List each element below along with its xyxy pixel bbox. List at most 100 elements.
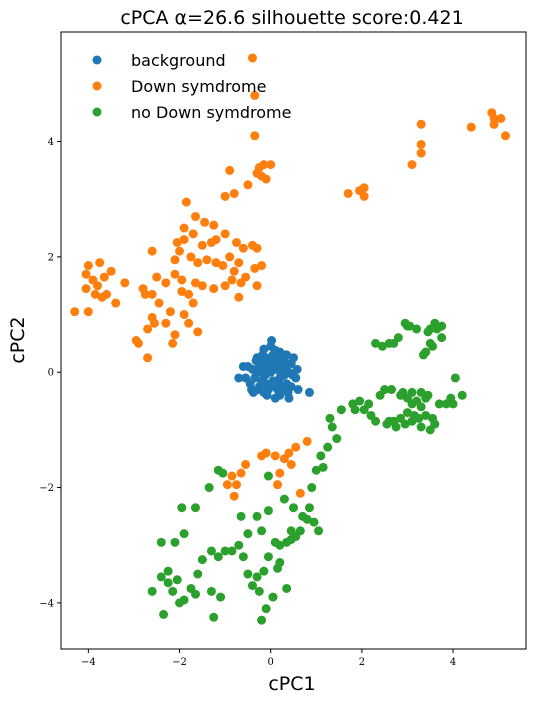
x-tick-label: 4 [450, 657, 456, 668]
x-tick-label: −2 [172, 657, 187, 668]
scatter-point [243, 180, 253, 190]
scatter-point [268, 360, 278, 370]
scatter-point [261, 604, 271, 614]
scatter-point [298, 511, 308, 521]
scatter-point [238, 243, 248, 253]
x-axis-label: cPC1 [268, 673, 315, 695]
scatter-point [304, 503, 314, 513]
scatter-point [414, 413, 424, 423]
scatter-point [259, 387, 269, 397]
scatter-point [250, 263, 260, 273]
scatter-point [407, 416, 417, 426]
scatter-point [421, 410, 431, 420]
scatter-point [243, 569, 253, 579]
scatter-point [147, 312, 157, 322]
scatter-point [88, 275, 98, 285]
scatter-point [193, 569, 203, 579]
plot-frame [60, 31, 527, 650]
scatter-point [267, 336, 277, 345]
scatter-point [147, 586, 157, 596]
scatter-point [291, 442, 301, 452]
scatter-point [229, 266, 239, 276]
points-layer [70, 53, 510, 625]
scatter-point [227, 546, 237, 556]
scatter-point [350, 405, 360, 415]
scatter-point [193, 258, 203, 268]
y-axis-label: cPC2 [7, 316, 29, 363]
scatter-point [270, 451, 280, 461]
scatter-point [70, 307, 80, 317]
scatter-point [250, 131, 260, 141]
scatter-point [147, 289, 157, 299]
y-tick-label: 0 [48, 368, 54, 379]
scatter-point [243, 529, 253, 539]
scatter-point [416, 119, 426, 129]
scatter-point [216, 592, 226, 602]
scatter-point [197, 240, 207, 250]
scatter-point [152, 272, 162, 282]
scatter-point [261, 174, 271, 184]
scatter-point [259, 566, 269, 576]
scatter-point [211, 258, 221, 268]
scatter-point [416, 148, 426, 158]
scatter-point [241, 459, 251, 469]
scatter-point [175, 598, 185, 608]
legend-marker [92, 81, 102, 91]
scatter-point [220, 546, 230, 556]
scatter-point [284, 448, 294, 458]
scatter-point [359, 405, 369, 415]
scatter-point [90, 289, 100, 299]
scatter-point [263, 552, 273, 562]
scatter-point [304, 387, 314, 397]
scatter-point [421, 393, 431, 403]
scatter-point [254, 586, 264, 596]
scatter-point [236, 468, 246, 478]
scatter-point [188, 229, 198, 239]
scatter-point [234, 373, 244, 383]
scatter-point [316, 451, 326, 461]
scatter-point [213, 552, 223, 562]
scatter-point [238, 361, 248, 371]
scatter-point [270, 345, 280, 355]
scatter-point [236, 511, 246, 521]
scatter-point [500, 131, 510, 141]
scatter-point [234, 292, 244, 302]
scatter-point [234, 258, 244, 268]
scatter-point [284, 393, 294, 403]
scatter-point [247, 581, 257, 591]
scatter-point [332, 434, 342, 444]
scatter-point [81, 269, 91, 279]
scatter-point [375, 390, 385, 400]
scatter-point [252, 243, 262, 253]
scatter-point [387, 385, 397, 395]
scatter-point [496, 114, 506, 123]
scatter-point [161, 318, 171, 328]
scatter-point [234, 540, 244, 550]
scatter-point [168, 338, 178, 348]
scatter-point [407, 160, 417, 170]
scatter-point [268, 592, 278, 602]
scatter-point [418, 350, 428, 360]
scatter-point [170, 255, 180, 265]
scatter-point [209, 220, 219, 230]
scatter-point [323, 442, 333, 452]
scatter-point [106, 266, 116, 276]
scatter-point [163, 578, 173, 588]
scatter-point [263, 506, 273, 516]
series-0 [234, 336, 314, 403]
scatter-point [247, 385, 257, 395]
scatter-point [99, 272, 109, 282]
scatter-point [220, 281, 230, 291]
scatter-point [400, 419, 410, 429]
scatter-point [184, 289, 194, 299]
scatter-point [190, 503, 200, 513]
scatter-point [371, 338, 381, 348]
legend-label: background [131, 51, 226, 70]
scatter-point [204, 483, 214, 493]
scatter-point [190, 589, 200, 599]
scatter-point [257, 526, 267, 536]
scatter-point [302, 436, 312, 446]
scatter-point [156, 572, 166, 582]
scatter-point [266, 160, 276, 170]
